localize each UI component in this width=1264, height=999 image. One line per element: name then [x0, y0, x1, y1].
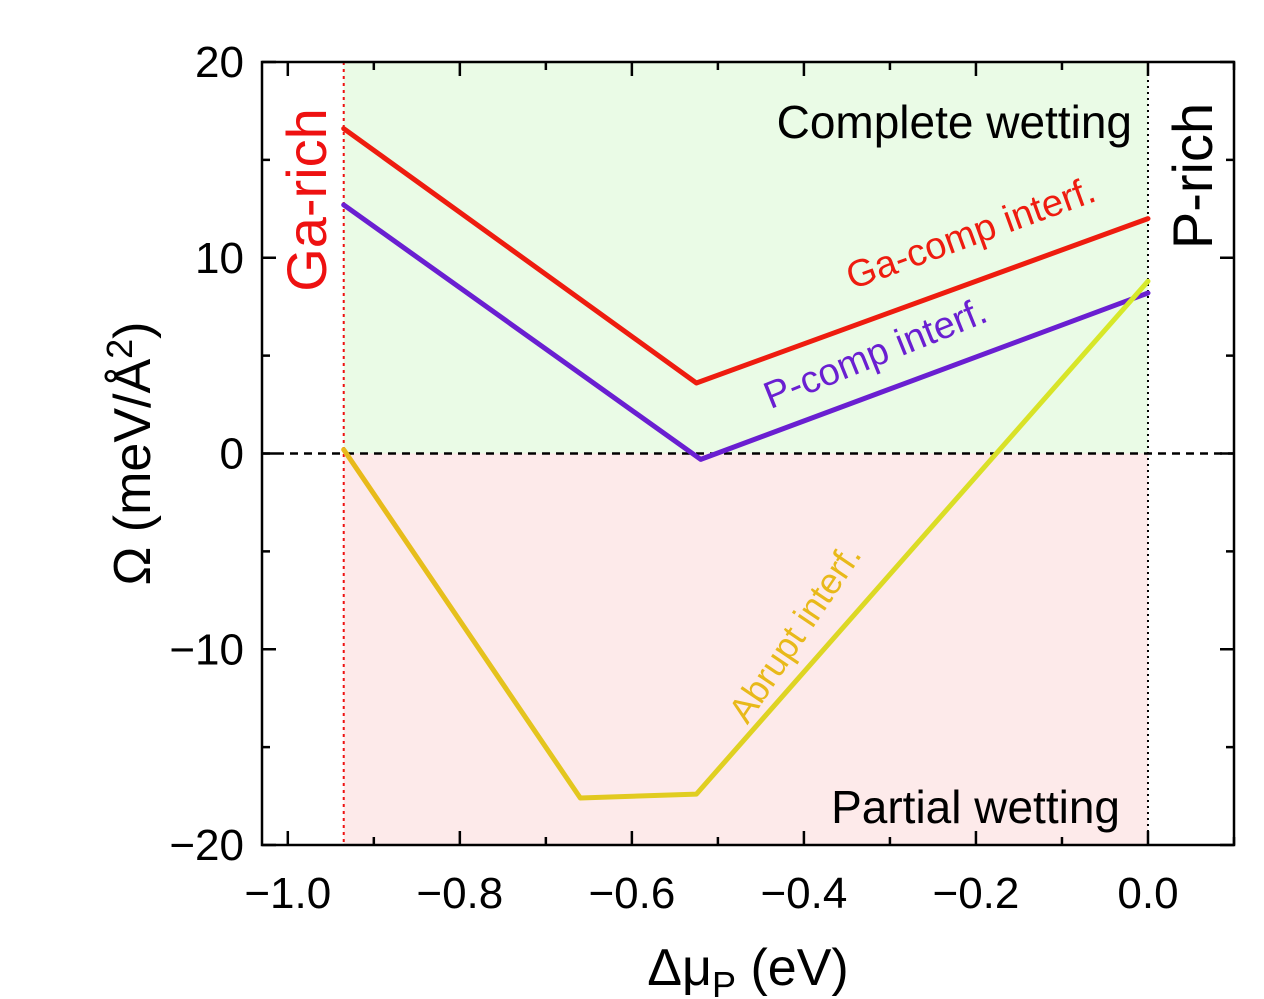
y-axis-title: Ω (meV/Å2): [99, 321, 162, 585]
x-tick-label: −0.6: [588, 869, 675, 918]
reference-lines: [262, 62, 1234, 845]
y-tick-label: −20: [169, 821, 244, 870]
series-lines: [341, 126, 1151, 801]
complete-wetting-label: Complete wetting: [777, 96, 1132, 148]
x-tick-label: 0.0: [1117, 869, 1178, 918]
ga-rich-label: Ga-rich: [275, 108, 338, 292]
x-axis-title: ΔμP (eV): [647, 939, 848, 999]
p-comp-series-line: [341, 202, 1151, 462]
region-complete-wetting: [343, 62, 1148, 454]
x-tick-label: −0.2: [933, 869, 1020, 918]
y-tick-label: 0: [220, 430, 244, 479]
axes: −1.0 −0.8 −0.6 −0.4 −0.2 0.0 −20 −10 0 10 20: [169, 38, 1236, 918]
abrupt-series-line: [341, 278, 1151, 801]
ga-comp-series-line: [341, 126, 1151, 386]
x-tick-label: −1.0: [244, 869, 331, 918]
y-tick-label: 10: [195, 234, 244, 283]
wetting-regions: [343, 62, 1148, 845]
y-tick-label: 20: [195, 38, 244, 87]
x-tick-label: −0.4: [760, 869, 847, 918]
x-tick-label: −0.8: [416, 869, 503, 918]
p-rich-label: P-rich: [1161, 103, 1224, 249]
y-tick-label: −10: [169, 625, 244, 674]
partial-wetting-label: Partial wetting: [831, 781, 1120, 833]
